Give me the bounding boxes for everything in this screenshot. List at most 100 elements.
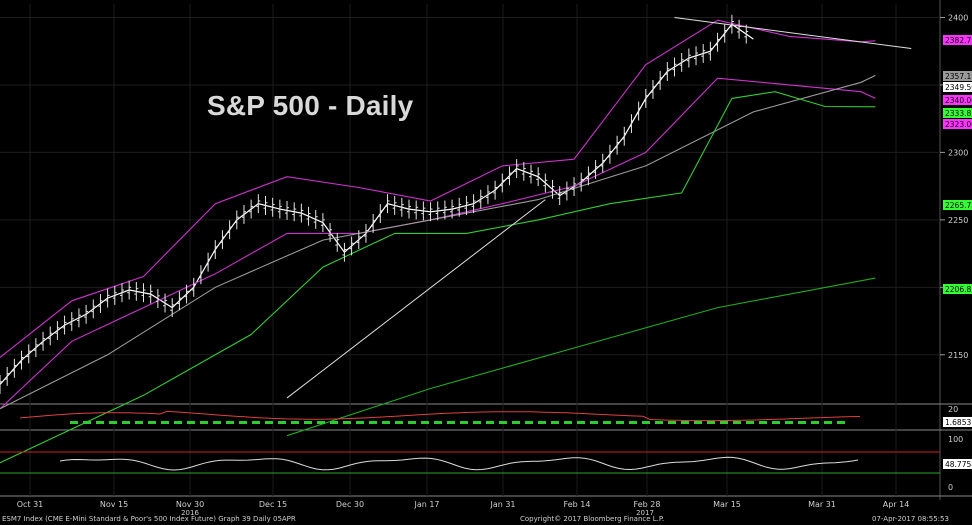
y-tick-label: 2300 xyxy=(948,148,968,157)
last-price-badge xyxy=(943,200,972,210)
macd-histogram-bar xyxy=(564,421,572,424)
macd-histogram-bar xyxy=(733,421,741,424)
macd-histogram-bar xyxy=(265,421,273,424)
macd-histogram-bar xyxy=(434,421,442,424)
footer-copyright: Copyright© 2017 Bloomberg Finance L.P. xyxy=(520,515,665,523)
rsi-panel xyxy=(0,451,940,474)
x-tick-label: Nov 30 xyxy=(176,500,204,509)
macd-tick: 20 xyxy=(948,405,958,414)
macd-histogram-bar xyxy=(369,421,377,424)
macd-histogram-bar xyxy=(174,421,182,424)
last-price-value: 2206.83 xyxy=(945,285,972,294)
macd-histogram-bar xyxy=(278,421,286,424)
macd-histogram-bar xyxy=(746,421,754,424)
x-tick-label: Feb 28 xyxy=(634,500,661,509)
macd-histogram-bar xyxy=(122,421,130,424)
rsi-tick-label: 0 xyxy=(948,483,953,492)
macd-histogram-bar xyxy=(135,421,143,424)
macd-line xyxy=(19,410,861,422)
macd-histogram-bar xyxy=(512,421,520,424)
last-price-value: 2349.50 xyxy=(945,83,972,92)
chart-title: S&P 500 - Daily xyxy=(207,90,414,121)
macd-histogram-bar xyxy=(694,421,702,424)
year-label: 2017 xyxy=(636,509,654,517)
last-price-badge xyxy=(943,71,972,81)
macd-histogram-bar xyxy=(499,421,507,424)
last-price-badge xyxy=(943,119,972,129)
x-tick-label: Feb 14 xyxy=(564,500,591,509)
x-tick-label: Apr 14 xyxy=(883,500,910,509)
macd-histogram-bar xyxy=(772,421,780,424)
indicator-series-line xyxy=(0,74,876,410)
macd-histogram-bar xyxy=(447,421,455,424)
last-price-value: 2323.00 xyxy=(945,120,972,129)
x-tick-label: Nov 15 xyxy=(100,500,128,509)
macd-histogram-bar xyxy=(252,421,260,424)
macd-histogram-bar xyxy=(785,421,793,424)
macd-histogram-bar xyxy=(681,421,689,424)
macd-histogram-bar xyxy=(551,421,559,424)
last-price-badge xyxy=(943,35,972,45)
macd-histogram-bar xyxy=(356,421,364,424)
macd-histogram-bar xyxy=(642,421,650,424)
macd-histogram-bar xyxy=(148,421,156,424)
x-tick-label: Jan 17 xyxy=(413,500,439,509)
macd-histogram-bar xyxy=(668,421,676,424)
macd-histogram-bar xyxy=(629,421,637,424)
last-price-value: 2265.75 xyxy=(945,201,972,210)
y-tick-label: 2400 xyxy=(948,13,968,22)
y-tick-label: 2250 xyxy=(948,216,968,225)
trendline xyxy=(286,199,546,399)
macd-histogram-bar xyxy=(187,421,195,424)
indicator-series-line xyxy=(0,91,876,464)
x-tick-label: Mar 15 xyxy=(713,500,741,509)
x-tick-label: Jan 31 xyxy=(489,500,515,509)
macd-value: 1.6853 xyxy=(945,418,971,427)
macd-histogram-bar xyxy=(395,421,403,424)
last-price-value: 2357.11 xyxy=(945,72,972,81)
macd-histogram-bar xyxy=(824,421,832,424)
macd-histogram-bar xyxy=(317,421,325,424)
last-price-badge xyxy=(943,82,972,92)
macd-histogram-bar xyxy=(330,421,338,424)
last-price-value: 2382.71 xyxy=(945,36,972,45)
indicator-series-line xyxy=(0,19,876,358)
macd-histogram-bar xyxy=(837,421,845,424)
macd-histogram-bar xyxy=(538,421,546,424)
macd-value-badge xyxy=(943,417,972,427)
macd-histogram-bar xyxy=(70,421,78,424)
last-price-value: 2340.00 xyxy=(945,96,972,105)
macd-histogram-bar xyxy=(200,421,208,424)
macd-histogram-bar xyxy=(603,421,611,424)
y-tick-label: 2150 xyxy=(948,351,968,360)
macd-histogram-bar xyxy=(291,421,299,424)
macd-histogram-bar xyxy=(239,421,247,424)
macd-histogram-bar xyxy=(473,421,481,424)
macd-histogram-bar xyxy=(759,421,767,424)
indicator-series-line xyxy=(286,277,876,437)
macd-histogram-bar xyxy=(616,421,624,424)
rsi-line xyxy=(59,456,859,471)
footer-timestamp: 07-Apr-2017 08:55:53 xyxy=(872,515,949,523)
last-price-badge xyxy=(943,284,972,294)
macd-panel xyxy=(19,410,861,424)
macd-histogram-bar xyxy=(707,421,715,424)
macd-histogram-bar xyxy=(811,421,819,424)
macd-histogram-bar xyxy=(525,421,533,424)
macd-histogram-bar xyxy=(96,421,104,424)
rsi-tick-label: 100 xyxy=(948,435,963,444)
macd-histogram-bar xyxy=(304,421,312,424)
macd-histogram-bar xyxy=(109,421,117,424)
price-bars xyxy=(0,14,749,394)
macd-histogram-bar xyxy=(382,421,390,424)
x-tick-label: Dec 15 xyxy=(259,500,287,509)
macd-histogram-bar xyxy=(83,421,91,424)
macd-histogram-bar xyxy=(460,421,468,424)
trendline xyxy=(674,16,912,50)
macd-histogram-bar xyxy=(408,421,416,424)
macd-histogram-bar xyxy=(421,421,429,424)
macd-histogram-bar xyxy=(161,421,169,424)
last-price-badge xyxy=(943,95,972,105)
last-price-value: 2333.83 xyxy=(945,109,972,118)
